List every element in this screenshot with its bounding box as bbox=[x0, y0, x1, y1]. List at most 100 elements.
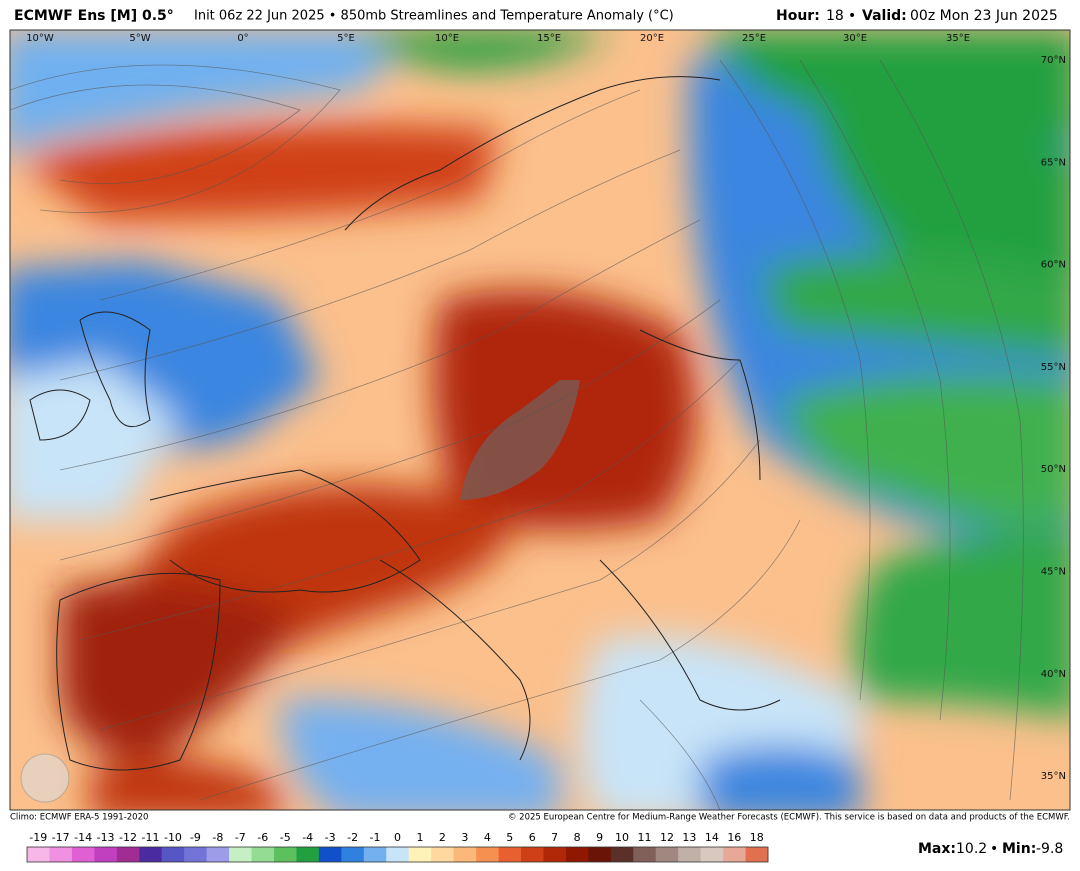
colorbar-label: -6 bbox=[257, 831, 268, 844]
copyright: © 2025 European Centre for Medium-Range … bbox=[508, 813, 1070, 823]
max-label: Max: bbox=[918, 841, 956, 857]
colorbar-swatch bbox=[274, 847, 297, 862]
colorbar-label: -7 bbox=[235, 831, 246, 844]
colorbar-swatch bbox=[386, 847, 410, 862]
colorbar-swatch bbox=[318, 847, 342, 862]
colorbar-label: 14 bbox=[705, 831, 719, 844]
longitude-label: 5°E bbox=[337, 33, 355, 44]
colorbar-swatch bbox=[453, 847, 477, 862]
colorbar-swatch bbox=[27, 847, 50, 862]
valid-time: 00z Mon 23 Jun 2025 bbox=[910, 8, 1058, 24]
model-title: ECMWF Ens [M] 0.5° bbox=[14, 8, 174, 24]
colorbar-swatch bbox=[610, 847, 634, 862]
longitude-label: 15°E bbox=[537, 33, 561, 44]
longitude-label: 30°E bbox=[843, 33, 867, 44]
colorbar-frame bbox=[26, 846, 769, 863]
map-frame bbox=[9, 29, 1071, 811]
separator: • bbox=[848, 8, 856, 24]
colorbar-label: 4 bbox=[484, 831, 491, 844]
colorbar-label: 13 bbox=[682, 831, 696, 844]
colorbar-swatch bbox=[229, 847, 252, 862]
colorbar-label: 8 bbox=[574, 831, 581, 844]
colorbar-label: 7 bbox=[551, 831, 558, 844]
map-field bbox=[10, 30, 1070, 810]
colorbar-label: -8 bbox=[212, 831, 223, 844]
longitude-label: 20°E bbox=[640, 33, 664, 44]
colorbar-swatch bbox=[94, 847, 118, 862]
colorbar-label: 0 bbox=[394, 831, 401, 844]
colorbar-label: 12 bbox=[660, 831, 674, 844]
colorbar-label: -4 bbox=[302, 831, 313, 844]
colorbar-swatch bbox=[206, 847, 230, 862]
colorbar-label: -13 bbox=[97, 831, 115, 844]
colorbar-label: -9 bbox=[190, 831, 201, 844]
colorbar-swatch bbox=[723, 847, 746, 862]
latitude-label: 50°N bbox=[1041, 464, 1066, 475]
colorbar-swatch bbox=[49, 847, 73, 862]
stats-separator: • bbox=[990, 841, 998, 857]
description: Init 06z 22 Jun 2025 • 850mb Streamlines… bbox=[194, 9, 674, 24]
colorbar-swatch bbox=[363, 847, 387, 862]
latitude-label: 60°N bbox=[1041, 260, 1066, 271]
max-anomaly-area bbox=[460, 380, 580, 500]
colorbar-label: -17 bbox=[52, 831, 70, 844]
longitude-label: 35°E bbox=[946, 33, 970, 44]
colorbar-label: -2 bbox=[347, 831, 358, 844]
colorbar-label: 11 bbox=[638, 831, 652, 844]
colorbar-swatch bbox=[678, 847, 701, 862]
colorbar-swatch bbox=[139, 847, 163, 862]
colorbar-label: 2 bbox=[439, 831, 446, 844]
latitude-label: 35°N bbox=[1041, 771, 1066, 782]
latitude-label: 40°N bbox=[1041, 669, 1066, 680]
colorbar-label: 3 bbox=[461, 831, 468, 844]
longitude-label: 10°W bbox=[26, 33, 54, 44]
min-value: -9.8 bbox=[1036, 841, 1063, 857]
colorbar-label: -19 bbox=[29, 831, 47, 844]
colorbar-swatch bbox=[161, 847, 185, 862]
colorbar-label: 5 bbox=[506, 831, 513, 844]
colorbar-swatch bbox=[588, 847, 612, 862]
colorbar-label: 6 bbox=[529, 831, 536, 844]
longitude-label: 10°E bbox=[435, 33, 459, 44]
latitude-label: 45°N bbox=[1041, 567, 1066, 578]
colorbar-swatch bbox=[565, 847, 589, 862]
max-value: 10.2 bbox=[956, 841, 987, 857]
colorbar-label: -14 bbox=[74, 831, 92, 844]
colorbar-label: -12 bbox=[119, 831, 137, 844]
colorbar-label: 16 bbox=[727, 831, 741, 844]
colorbar-swatch bbox=[341, 847, 365, 862]
streamlines bbox=[10, 59, 1024, 810]
colorbar-swatch bbox=[521, 847, 544, 862]
colorbar-swatch bbox=[543, 847, 567, 862]
colorbar-label: 9 bbox=[596, 831, 603, 844]
longitude-label: 5°W bbox=[129, 33, 150, 44]
colorbar-swatch bbox=[476, 847, 499, 862]
colorbar-label: 18 bbox=[750, 831, 764, 844]
colorbar-label: -11 bbox=[142, 831, 160, 844]
colorbar-swatch bbox=[184, 847, 207, 862]
colorbar-label: 1 bbox=[416, 831, 423, 844]
colorbar-swatch bbox=[655, 847, 679, 862]
colorbar-swatch bbox=[431, 847, 454, 862]
colorbar-swatch bbox=[408, 847, 432, 862]
colorbar-swatch bbox=[251, 847, 275, 862]
colorbar-swatch bbox=[745, 847, 769, 862]
coastlines bbox=[29, 76, 781, 771]
colorbar-swatch bbox=[71, 847, 95, 862]
colorbar-label: -10 bbox=[164, 831, 182, 844]
longitude-label: 0° bbox=[237, 33, 248, 44]
colorbar: -19 -17 -14 -13 -12 -11 -10 -9 -8 -7 -6 -5 -4 -3 -2 -1 0… bbox=[26, 831, 769, 863]
latitude-label: 70°N bbox=[1041, 55, 1066, 66]
colorbar-label: -3 bbox=[325, 831, 336, 844]
colorbar-swatch bbox=[633, 847, 657, 862]
longitude-label: 25°E bbox=[742, 33, 766, 44]
graticule-labels: 10°W 5°W 0° 5°E 10°E 15°E 20°E 25°E 30°E 35°E 70°N… bbox=[26, 33, 1066, 782]
colorbar-swatch bbox=[498, 847, 522, 862]
hour: 18 bbox=[826, 8, 844, 24]
colorbar-swatch bbox=[296, 847, 320, 862]
climo-credit: Climo: ECMWF ERA-5 1991-2020 bbox=[10, 813, 148, 823]
colorbar-label: 10 bbox=[615, 831, 629, 844]
colorbar-label: -1 bbox=[370, 831, 381, 844]
